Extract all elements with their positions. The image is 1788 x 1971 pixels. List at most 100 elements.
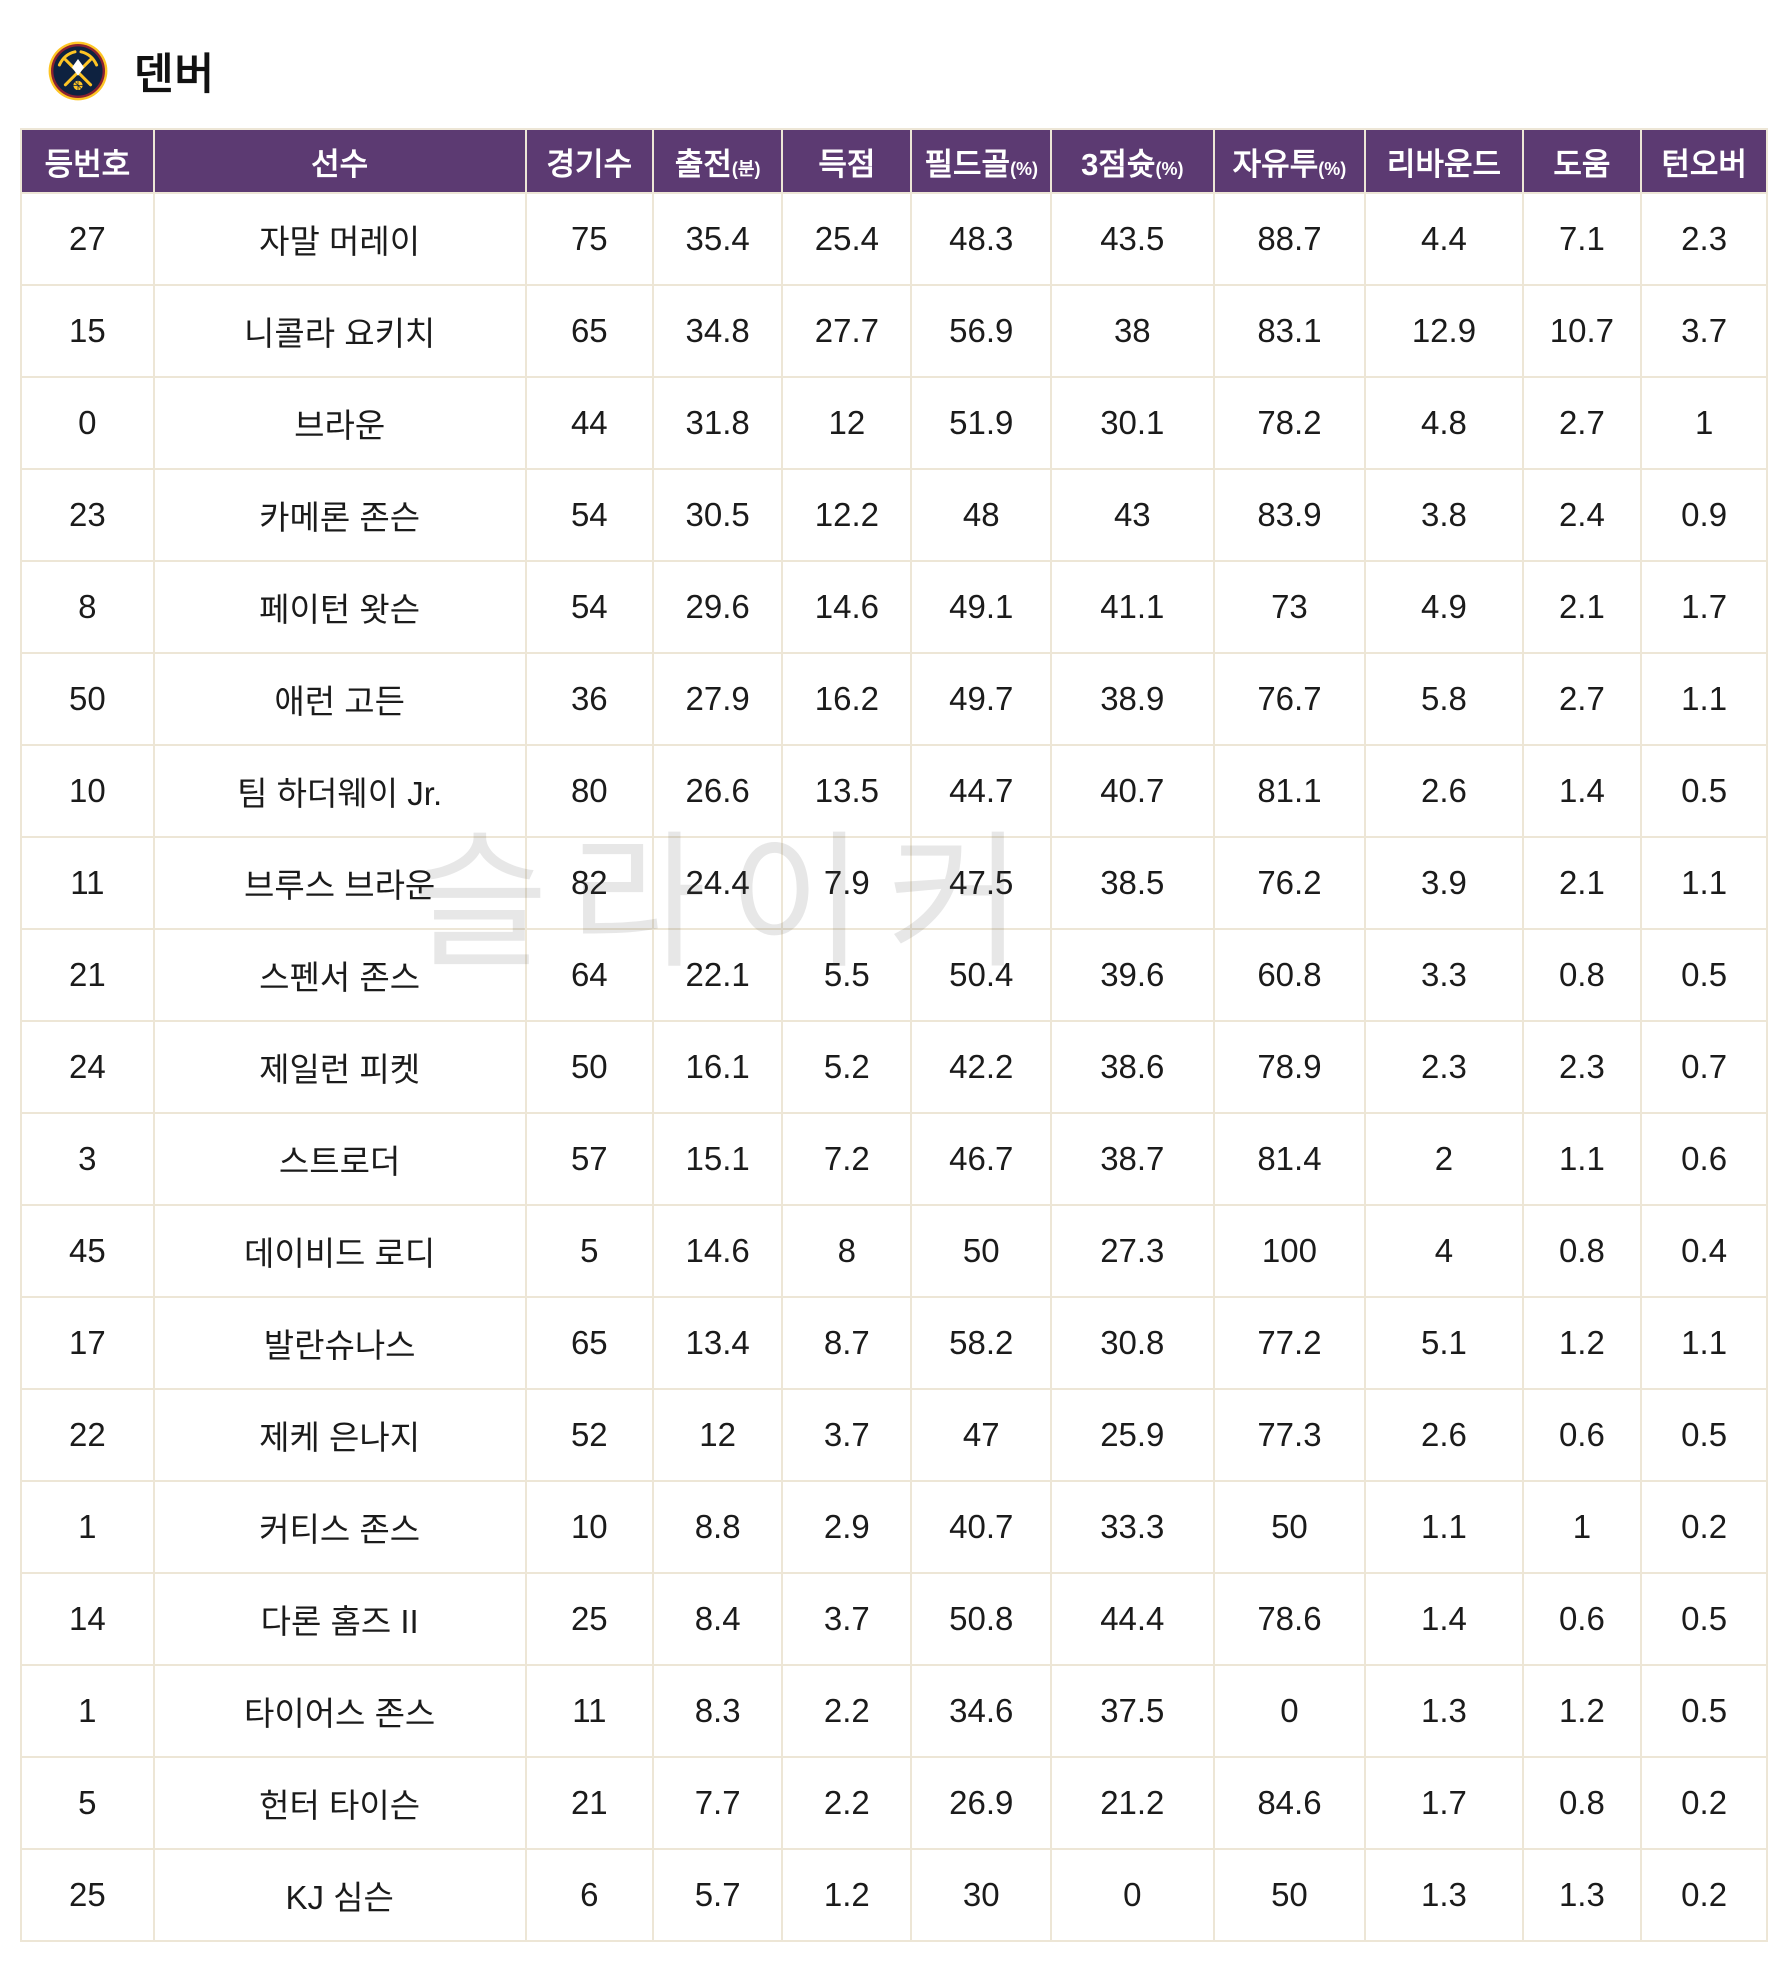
stat-cell: 3.7: [781, 1572, 913, 1666]
stat-cell: 5.2: [781, 1020, 913, 1114]
stat-cell: 64: [524, 928, 655, 1022]
table-row: 1 커티스 존스 10 8.8 2.9 40.7 33.3 50 1.1 1 0.2: [20, 1480, 1768, 1574]
jersey-number-cell: 14: [20, 1572, 155, 1666]
jersey-number-cell: 23: [20, 468, 155, 562]
jersey-number-cell: 22: [20, 1388, 155, 1482]
stat-cell: 8.3: [652, 1664, 784, 1758]
stat-cell: 2.4: [1521, 468, 1643, 562]
stat-cell: 38.9: [1050, 652, 1215, 746]
stat-cell: 7.7: [652, 1756, 784, 1850]
stat-cell: 0: [1212, 1664, 1367, 1758]
jersey-number-cell: 24: [20, 1020, 155, 1114]
column-header: 경기수: [524, 128, 655, 194]
stat-cell: 73: [1212, 560, 1367, 654]
stat-cell: 1.7: [1364, 1756, 1524, 1850]
stat-cell: 26.6: [652, 744, 784, 838]
stat-cell: 0.8: [1521, 928, 1643, 1022]
stat-cell: 1.1: [1640, 836, 1768, 930]
stat-cell: 1.3: [1521, 1848, 1643, 1942]
stat-cell: 81.1: [1212, 744, 1367, 838]
page-title: 덴버: [134, 51, 216, 99]
stat-cell: 6: [524, 1848, 655, 1942]
stat-cell: 4.4: [1364, 192, 1524, 286]
stat-cell: 50: [1212, 1480, 1367, 1574]
stat-cell: 1.2: [781, 1848, 913, 1942]
stat-cell: 30.8: [1050, 1296, 1215, 1390]
column-header: 턴오버: [1640, 128, 1768, 194]
stat-cell: 78.9: [1212, 1020, 1367, 1114]
stat-cell: 16.1: [652, 1020, 784, 1114]
stat-cell: 27.7: [781, 284, 913, 378]
column-header: 선수: [152, 128, 527, 194]
stat-cell: 0.7: [1640, 1020, 1768, 1114]
stat-cell: 7.1: [1521, 192, 1643, 286]
stat-cell: 1.2: [1521, 1664, 1643, 1758]
stat-cell: 34.8: [652, 284, 784, 378]
stat-cell: 44.7: [910, 744, 1053, 838]
stat-cell: 30.1: [1050, 376, 1215, 470]
stat-cell: 58.2: [910, 1296, 1053, 1390]
player-name-cell: 브루스 브라운: [152, 836, 527, 930]
column-header-unit: (%): [1155, 158, 1184, 179]
stat-cell: 15.1: [652, 1112, 784, 1206]
stat-cell: 3.7: [781, 1388, 913, 1482]
stat-cell: 0.4: [1640, 1204, 1768, 1298]
stat-cell: 27.3: [1050, 1204, 1215, 1298]
column-header-unit: (%): [1010, 158, 1039, 179]
table-row: 27 자말 머레이 75 35.4 25.4 48.3 43.5 88.7 4.4 7.1 2.3: [20, 192, 1768, 286]
stat-cell: 26.9: [910, 1756, 1053, 1850]
stat-cell: 4: [1364, 1204, 1524, 1298]
stat-cell: 12: [781, 376, 913, 470]
table-row: 14 다론 홈즈 II 25 8.4 3.7 50.8 44.4 78.6 1.4 0.6 0.5: [20, 1572, 1768, 1666]
stat-cell: 2.9: [781, 1480, 913, 1574]
player-name-cell: 스트로더: [152, 1112, 527, 1206]
stat-cell: 43: [1050, 468, 1215, 562]
stat-cell: 0.6: [1521, 1388, 1643, 1482]
stat-cell: 13.4: [652, 1296, 784, 1390]
jersey-number-cell: 11: [20, 836, 155, 930]
stat-cell: 36: [524, 652, 655, 746]
stat-cell: 8.7: [781, 1296, 913, 1390]
stat-cell: 47.5: [910, 836, 1053, 930]
stats-table: 등번호 선수 경기수 출전(분) 득점 필드골(%) 3점슛(%) 자유투(%) 리바운드 도움 턴…: [20, 128, 1768, 1942]
player-name-cell: KJ 심슨: [152, 1848, 527, 1942]
stat-cell: 88.7: [1212, 192, 1367, 286]
table-row: 1 타이어스 존스 11 8.3 2.2 34.6 37.5 0 1.3 1.2 0.5: [20, 1664, 1768, 1758]
stat-cell: 44.4: [1050, 1572, 1215, 1666]
stat-cell: 38: [1050, 284, 1215, 378]
stat-cell: 1.2: [1521, 1296, 1643, 1390]
stat-cell: 83.1: [1212, 284, 1367, 378]
jersey-number-cell: 50: [20, 652, 155, 746]
denver-nuggets-logo-icon: [48, 41, 108, 101]
stat-cell: 30: [910, 1848, 1053, 1942]
player-name-cell: 팀 하더웨이 Jr.: [152, 744, 527, 838]
stat-cell: 46.7: [910, 1112, 1053, 1206]
stat-cell: 50: [1212, 1848, 1367, 1942]
stat-cell: 10: [524, 1480, 655, 1574]
stat-cell: 2.1: [1521, 560, 1643, 654]
player-name-cell: 커티스 존스: [152, 1480, 527, 1574]
stat-cell: 3.3: [1364, 928, 1524, 1022]
stat-cell: 0.5: [1640, 1388, 1768, 1482]
stat-cell: 1.4: [1521, 744, 1643, 838]
table-row: 50 애런 고든 36 27.9 16.2 49.7 38.9 76.7 5.8 2.7 1.1: [20, 652, 1768, 746]
stat-cell: 27.9: [652, 652, 784, 746]
stat-cell: 1.1: [1521, 1112, 1643, 1206]
column-header: 필드골(%): [910, 128, 1053, 194]
stat-cell: 76.7: [1212, 652, 1367, 746]
stat-cell: 2: [1364, 1112, 1524, 1206]
table-row: 8 페이턴 왓슨 54 29.6 14.6 49.1 41.1 73 4.9 2.1 1.7: [20, 560, 1768, 654]
team-header: 덴버: [48, 40, 1768, 102]
column-header: 출전(분): [652, 128, 784, 194]
stat-cell: 5.7: [652, 1848, 784, 1942]
table-row: 22 제케 은나지 52 12 3.7 47 25.9 77.3 2.6 0.6 0.5: [20, 1388, 1768, 1482]
stat-cell: 16.2: [781, 652, 913, 746]
table-row: 25 KJ 심슨 6 5.7 1.2 30 0 50 1.3 1.3 0.2: [20, 1848, 1768, 1942]
column-header: 도움: [1521, 128, 1643, 194]
stat-cell: 33.3: [1050, 1480, 1215, 1574]
stat-cell: 3.7: [1640, 284, 1768, 378]
stat-cell: 2.2: [781, 1756, 913, 1850]
stat-cell: 1.1: [1364, 1480, 1524, 1574]
player-name-cell: 카메론 존슨: [152, 468, 527, 562]
stat-cell: 100: [1212, 1204, 1367, 1298]
